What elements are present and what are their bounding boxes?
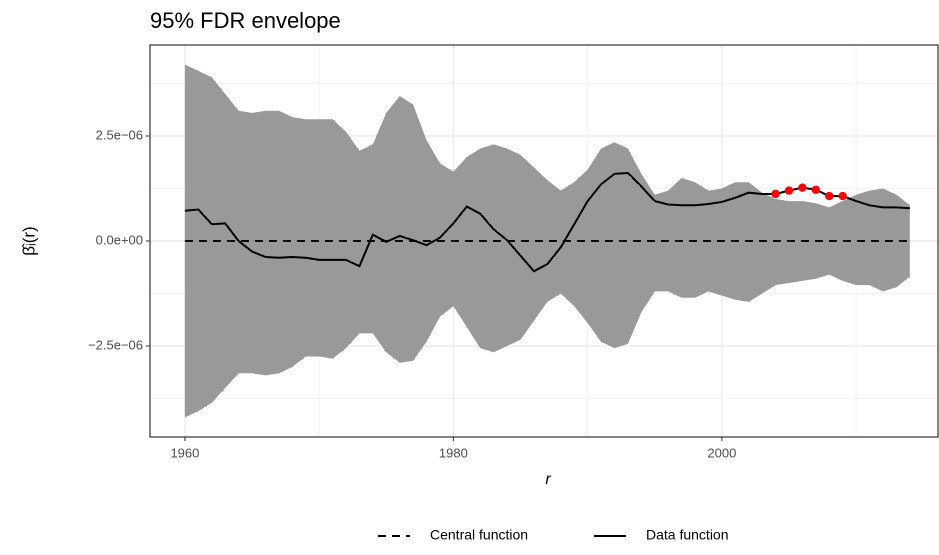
- y-axis-label: β̂ᵢ(r): [19, 226, 38, 255]
- highlight-point: [784, 186, 794, 195]
- legend-label: Central function: [430, 527, 528, 543]
- highlight-point: [771, 189, 780, 199]
- x-axis-label: r: [545, 471, 551, 488]
- x-tick-label: 2000: [707, 445, 736, 460]
- chart-title: 95% FDR envelope: [150, 8, 341, 33]
- legend-label: Data function: [646, 527, 729, 543]
- y-tick-label: −2.5e−06: [88, 337, 143, 352]
- highlight-point: [811, 185, 821, 194]
- x-tick-label: 1960: [170, 445, 199, 460]
- envelope-area: [184, 64, 910, 418]
- highlight-point: [838, 191, 847, 201]
- y-tick-label: 2.5e−06: [96, 127, 143, 142]
- y-tick-label: 0.0e+00: [96, 232, 143, 247]
- x-tick-label: 1980: [439, 445, 468, 460]
- highlight-point: [825, 191, 834, 201]
- highlight-point: [798, 183, 807, 192]
